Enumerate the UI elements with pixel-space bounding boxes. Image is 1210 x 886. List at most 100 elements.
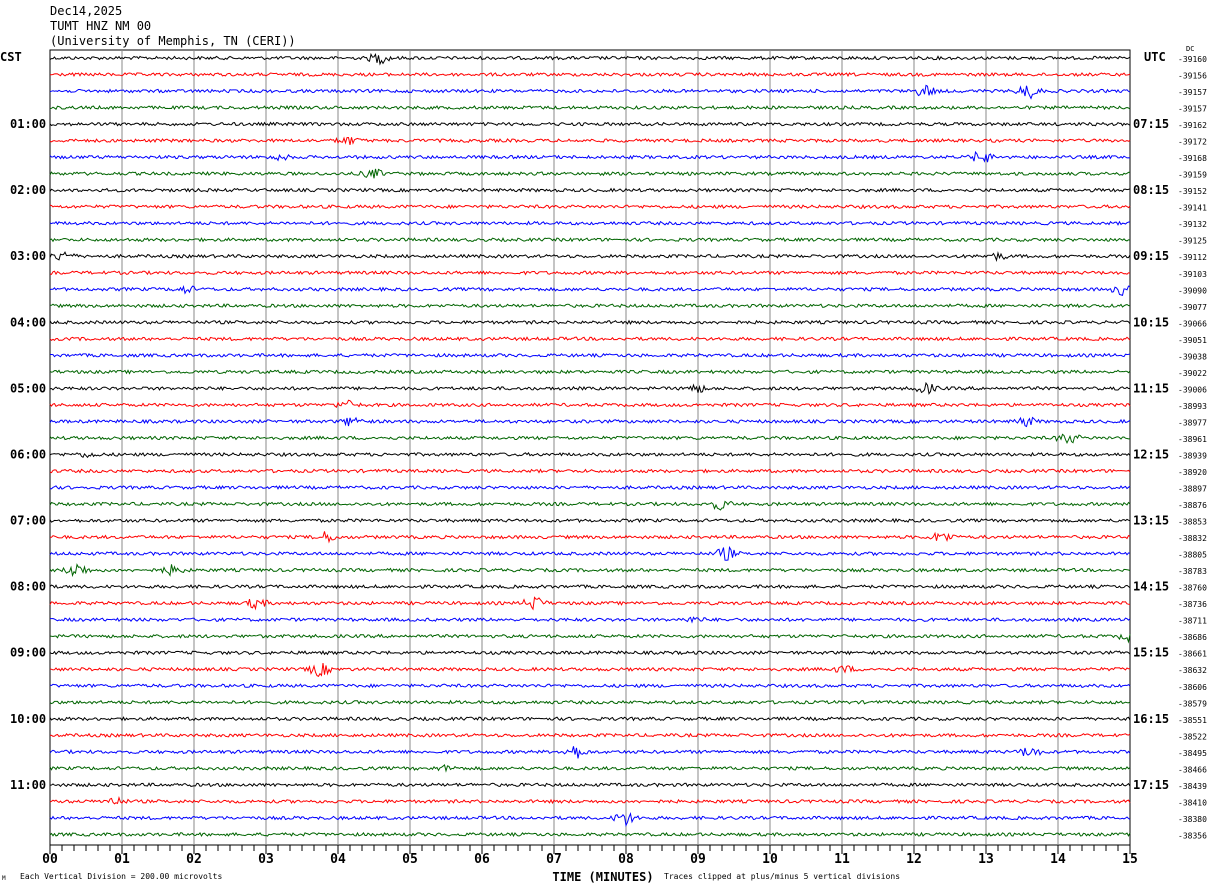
- dc-offset-label: -39132: [1178, 220, 1207, 229]
- right-hour-label: 15:15: [1133, 646, 1169, 660]
- seismic-trace: [49, 468, 1131, 474]
- left-hour-label: 10:00: [10, 712, 46, 726]
- x-axis-label: TIME (MINUTES): [552, 870, 653, 884]
- dc-label: DC: [1186, 45, 1194, 53]
- dc-offset-label: -39090: [1178, 286, 1207, 295]
- left-hour-label: 11:00: [10, 778, 46, 792]
- left-hour-label: 06:00: [10, 447, 46, 461]
- x-tick-label: 06: [474, 852, 490, 867]
- x-tick-label: 07: [546, 852, 562, 867]
- seismic-trace: [49, 136, 1131, 145]
- dc-offset-label: -38853: [1178, 518, 1207, 527]
- seismic-trace: [49, 451, 1131, 459]
- seismic-trace: [49, 584, 1131, 590]
- cst-label: CST: [0, 50, 22, 64]
- dc-offset-label: -39022: [1178, 369, 1207, 378]
- dc-offset-label: -38920: [1178, 468, 1207, 477]
- dc-offset-label: -38805: [1178, 551, 1207, 560]
- dc-offset-label: -39006: [1178, 385, 1207, 394]
- dc-offset-label: -39157: [1178, 105, 1207, 114]
- seismic-trace: [50, 71, 1131, 78]
- seismic-trace: [49, 399, 1131, 408]
- dc-offset-label: -39160: [1178, 55, 1207, 64]
- x-tick-label: 09: [690, 852, 706, 867]
- dc-offset-label: -38495: [1178, 749, 1207, 758]
- dc-offset-label: -39125: [1178, 237, 1207, 246]
- dc-offset-label: -38439: [1178, 782, 1207, 791]
- seismic-trace: [49, 517, 1131, 524]
- institution-label: (University of Memphis, TN (CERI)): [50, 34, 296, 48]
- dc-offset-label: -39172: [1178, 138, 1207, 147]
- dc-offset-label: -38661: [1178, 650, 1207, 659]
- dc-offset-label: -38939: [1178, 451, 1207, 460]
- seismic-trace: [49, 633, 1131, 644]
- dc-offset-label: -39168: [1178, 154, 1207, 163]
- seismic-trace: [49, 596, 1131, 611]
- x-tick-label: 05: [402, 852, 418, 867]
- dc-offset-label: -39038: [1178, 352, 1207, 361]
- seismic-trace: [49, 563, 1131, 578]
- x-tick-label: 00: [42, 852, 58, 867]
- left-hour-label: 05:00: [10, 381, 46, 395]
- dc-offset-label: -39159: [1178, 171, 1207, 180]
- seismic-trace: [49, 285, 1131, 297]
- dc-offset-label: -38410: [1178, 798, 1207, 807]
- seismic-trace: [49, 369, 1131, 375]
- dc-offset-label: -38380: [1178, 815, 1207, 824]
- dc-offset-label: -38522: [1178, 732, 1207, 741]
- x-tick-label: 10: [762, 852, 778, 867]
- left-hour-label: 03:00: [10, 249, 46, 263]
- seismic-trace: [50, 352, 1131, 359]
- dc-offset-label: -39112: [1178, 253, 1207, 262]
- seismic-trace: [49, 811, 1131, 828]
- seismic-trace: [49, 121, 1131, 127]
- seismic-trace: [49, 763, 1131, 773]
- x-tick-label: 03: [258, 852, 274, 867]
- seismic-trace: [49, 187, 1131, 193]
- dc-offset-label: -38832: [1178, 534, 1207, 543]
- x-tick-label: 15: [1122, 852, 1138, 867]
- dc-offset-label: -38876: [1178, 501, 1207, 510]
- right-hour-label: 16:15: [1133, 712, 1169, 726]
- seismic-trace: [49, 270, 1131, 276]
- left-hour-label: 02:00: [10, 183, 46, 197]
- right-hour-label: 14:15: [1133, 580, 1169, 594]
- x-tick-label: 14: [1050, 852, 1066, 867]
- dc-offset-label: -38686: [1178, 633, 1207, 642]
- x-tick-label: 08: [618, 852, 634, 867]
- left-hour-label: 09:00: [10, 646, 46, 660]
- dc-offset-label: -39157: [1178, 88, 1207, 97]
- dc-offset-label: -38977: [1178, 418, 1207, 427]
- left-hour-label: 08:00: [10, 580, 46, 594]
- seismic-trace: [49, 699, 1131, 705]
- date-label: Dec14,2025: [50, 4, 123, 18]
- dc-offset-label: -38356: [1178, 831, 1207, 840]
- plot-frame: [49, 49, 1131, 846]
- seismic-trace: [49, 650, 1131, 656]
- left-hour-label: 01:00: [10, 117, 46, 131]
- seismic-trace: [49, 168, 1131, 179]
- dc-offset-label: -39156: [1178, 72, 1207, 81]
- seismic-trace: [49, 831, 1131, 838]
- x-tick-label: 11: [834, 852, 850, 867]
- seismic-trace: [49, 319, 1131, 326]
- seismic-trace: [49, 663, 1131, 677]
- right-hour-label: 09:15: [1133, 249, 1169, 263]
- right-hour-label: 13:15: [1133, 514, 1169, 528]
- dc-offset-label: -39103: [1178, 270, 1207, 279]
- clip-note: Traces clipped at plus/minus 5 vertical …: [664, 872, 900, 881]
- seismic-trace: [49, 683, 1131, 689]
- x-tick-label: 02: [186, 852, 202, 867]
- left-hour-label: 04:00: [10, 315, 46, 329]
- seismic-trace: [49, 204, 1131, 210]
- seismic-trace: [49, 500, 1131, 511]
- seismic-trace: [49, 237, 1131, 243]
- seismic-trace: [49, 381, 1130, 395]
- dc-offset-label: -39141: [1178, 204, 1207, 213]
- x-tick-label: 13: [978, 852, 994, 867]
- seismic-trace: [49, 746, 1131, 759]
- seismic-trace: [49, 732, 1131, 738]
- right-hour-label: 10:15: [1133, 315, 1169, 329]
- dc-offset-label: -39066: [1178, 319, 1207, 328]
